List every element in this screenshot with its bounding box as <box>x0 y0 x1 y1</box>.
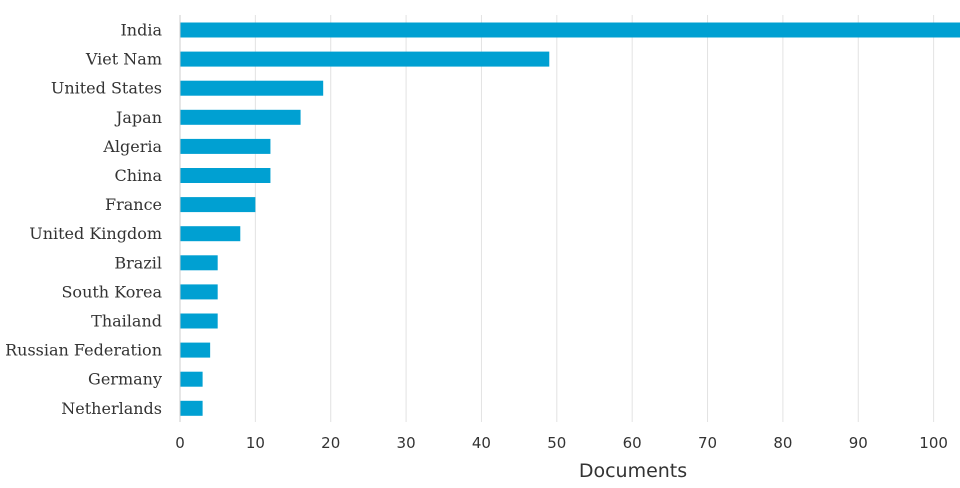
category-label: Russian Federation <box>5 341 162 360</box>
x-tick-label: 90 <box>849 434 868 452</box>
bar-india <box>180 22 960 38</box>
bar-united-states <box>180 80 324 96</box>
category-label: India <box>120 21 162 40</box>
x-tick-label: 70 <box>698 434 717 452</box>
x-tick-label: 30 <box>397 434 416 452</box>
category-label: South Korea <box>61 282 162 301</box>
x-tick-label: 40 <box>472 434 491 452</box>
x-tick-label: 100 <box>919 434 948 452</box>
category-label: Brazil <box>114 253 162 272</box>
category-label: United Kingdom <box>29 224 162 243</box>
x-tick-label: 20 <box>321 434 340 452</box>
bar-china <box>180 168 271 183</box>
x-tick-label: 0 <box>175 434 185 452</box>
category-label: Germany <box>88 370 162 389</box>
category-labels: India Viet Nam United States Japan Algeria Ch… <box>5 21 162 418</box>
bar-united-kingdom <box>180 226 241 242</box>
bar-japan <box>180 109 301 125</box>
category-label: Viet Nam <box>85 50 162 69</box>
x-tick-label: 80 <box>773 434 792 452</box>
x-tick-label: 10 <box>246 434 265 452</box>
x-axis-title: Documents <box>579 460 687 482</box>
bar-brazil <box>180 255 218 271</box>
category-label: Netherlands <box>61 399 162 418</box>
bar-viet-nam <box>180 51 550 67</box>
bar-south-korea <box>180 284 218 300</box>
category-label: Thailand <box>91 312 162 331</box>
gridlines <box>254 15 935 422</box>
bar-algeria <box>180 138 271 154</box>
bar-france <box>180 197 256 213</box>
bar-thailand <box>180 313 218 329</box>
category-label: Japan <box>114 108 162 127</box>
category-label: United States <box>51 79 162 98</box>
x-tick-label: 60 <box>623 434 642 452</box>
bars <box>180 22 960 416</box>
x-axis-tick-labels: 0 10 20 30 40 50 60 70 80 90 100 <box>175 434 948 452</box>
bar-germany <box>180 371 203 387</box>
category-label: France <box>105 195 162 214</box>
x-tick-label: 50 <box>547 434 566 452</box>
bar-russian-federation <box>180 342 211 358</box>
category-label: China <box>114 166 162 185</box>
category-label: Algeria <box>102 137 162 156</box>
bar-netherlands <box>180 400 203 416</box>
